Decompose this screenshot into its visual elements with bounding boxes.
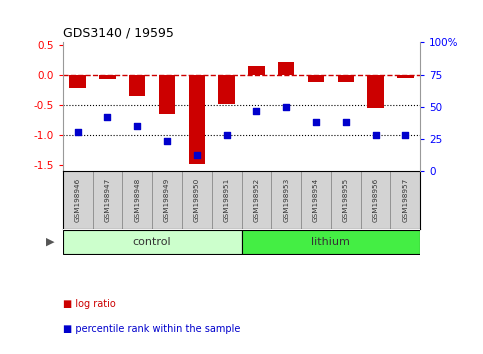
Bar bbox=[99, 75, 115, 79]
Point bbox=[74, 130, 82, 135]
Point bbox=[342, 119, 350, 125]
Bar bbox=[248, 66, 265, 75]
Bar bbox=[397, 75, 413, 78]
Text: GSM198955: GSM198955 bbox=[343, 178, 349, 222]
Bar bbox=[308, 75, 324, 82]
Bar bbox=[368, 75, 384, 108]
Text: GSM198949: GSM198949 bbox=[164, 178, 170, 222]
Bar bbox=[338, 75, 354, 82]
Bar bbox=[278, 62, 294, 75]
Point bbox=[193, 153, 201, 158]
Bar bbox=[129, 75, 145, 96]
Bar bbox=[63, 230, 242, 253]
Point bbox=[104, 114, 112, 120]
Text: GSM198956: GSM198956 bbox=[372, 178, 379, 222]
Bar bbox=[218, 75, 235, 104]
Point bbox=[312, 119, 320, 125]
Text: GSM198947: GSM198947 bbox=[104, 178, 111, 222]
Point bbox=[282, 104, 290, 109]
Bar bbox=[242, 230, 420, 253]
Point bbox=[401, 132, 409, 138]
Point bbox=[253, 108, 260, 113]
Text: GSM198953: GSM198953 bbox=[283, 178, 289, 222]
Text: GSM198951: GSM198951 bbox=[224, 178, 229, 222]
Bar bbox=[189, 75, 205, 164]
Text: GSM198950: GSM198950 bbox=[194, 178, 200, 222]
Point bbox=[133, 123, 141, 129]
Bar bbox=[70, 75, 86, 88]
Text: control: control bbox=[133, 236, 171, 246]
Text: GSM198952: GSM198952 bbox=[254, 178, 259, 222]
Text: ■ log ratio: ■ log ratio bbox=[63, 299, 115, 309]
Text: ■ percentile rank within the sample: ■ percentile rank within the sample bbox=[63, 324, 240, 334]
Text: GSM198957: GSM198957 bbox=[402, 178, 408, 222]
Text: lithium: lithium bbox=[312, 236, 350, 246]
Text: GDS3140 / 19595: GDS3140 / 19595 bbox=[63, 27, 174, 40]
Text: ▶: ▶ bbox=[46, 237, 55, 247]
Point bbox=[372, 132, 380, 138]
Text: GSM198946: GSM198946 bbox=[75, 178, 81, 222]
Bar bbox=[159, 75, 175, 114]
Text: GSM198954: GSM198954 bbox=[313, 178, 319, 222]
Point bbox=[223, 132, 230, 138]
Point bbox=[163, 138, 171, 144]
Text: GSM198948: GSM198948 bbox=[134, 178, 140, 222]
